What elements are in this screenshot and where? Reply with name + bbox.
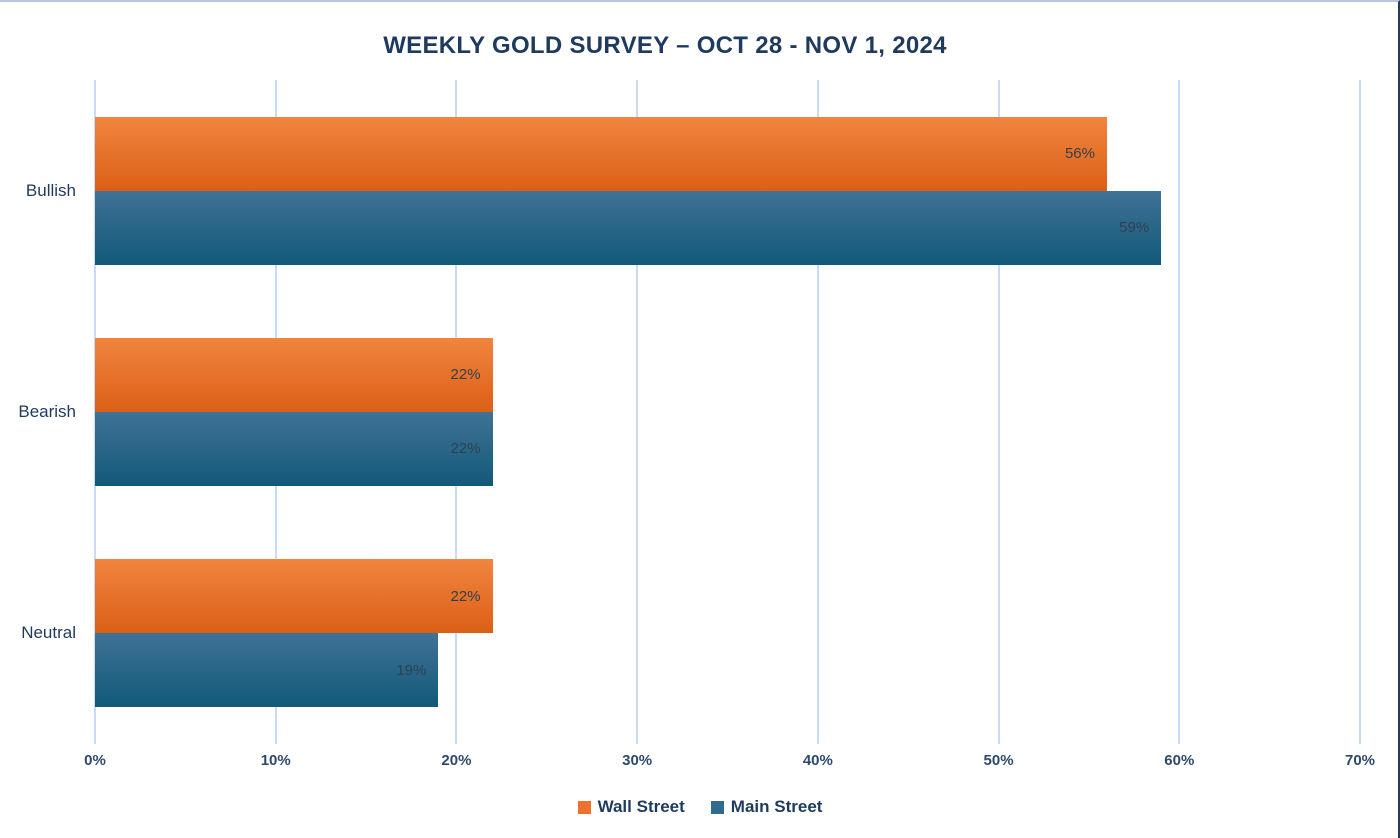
x-tick-label-0-: 0% xyxy=(84,752,106,769)
legend-item-wall-street: Wall Street xyxy=(577,797,685,817)
bar-value-label: 19% xyxy=(396,661,427,679)
x-tick-label-50-: 50% xyxy=(983,752,1014,769)
bar-value-label: 22% xyxy=(450,366,481,384)
x-tick-label-70-: 70% xyxy=(1344,752,1376,769)
bar-value-label: 22% xyxy=(450,440,481,458)
bar-wall-street-bearish: 22% xyxy=(95,337,493,412)
gridline-60- xyxy=(1178,80,1181,744)
plot-area: 56% 59% 22% 22% 22% 19% xyxy=(94,80,1361,744)
x-tick-label-30-: 30% xyxy=(622,752,653,769)
bar-group-bullish: 56% 59% xyxy=(95,80,1360,301)
legend-item-main-street: Main Street xyxy=(710,797,823,817)
category-label-neutral: Neutral xyxy=(21,623,76,643)
x-axis: 0% 10% 20% 30% 40% 50% 60% 70% xyxy=(84,752,1375,774)
legend-label-wall-street: Wall Street xyxy=(597,797,685,816)
gridline-40- xyxy=(816,80,819,744)
bar-value-label: 59% xyxy=(1119,219,1150,237)
gridline-30- xyxy=(636,80,639,744)
x-tick-label-40-: 40% xyxy=(802,752,833,769)
legend-swatch-wall-street xyxy=(577,800,591,814)
category-label-bearish: Bearish xyxy=(18,402,76,421)
x-tick-label-20-: 20% xyxy=(441,752,472,769)
bar-group-neutral: 22% 19% xyxy=(95,523,1360,744)
legend-label-main-street: Main Street xyxy=(730,797,823,816)
bar-value-label: 22% xyxy=(450,587,481,605)
legend-swatch-main-street xyxy=(710,800,724,814)
bar-main-street-bearish: 22% xyxy=(95,411,493,486)
gridline-70- xyxy=(1359,80,1361,744)
x-tick-label-10-: 10% xyxy=(260,752,291,769)
bar-group-bearish: 22% 22% xyxy=(95,301,1360,522)
x-tick-label-60-: 60% xyxy=(1164,752,1195,769)
bar-main-street-neutral: 19% xyxy=(95,633,439,708)
bar-value-label: 56% xyxy=(1064,145,1095,163)
bar-wall-street-bullish: 56% xyxy=(95,116,1107,191)
bar-main-street-bullish: 59% xyxy=(95,190,1162,265)
chart-title: WEEKLY GOLD SURVEY – OCT 28 - NOV 1, 202… xyxy=(383,32,947,59)
category-label-bullish: Bullish xyxy=(25,180,76,200)
gridline-50- xyxy=(997,80,1000,744)
legend: Wall Street Main Street xyxy=(0,797,1398,817)
category-axis: Bullish Bearish Neutral xyxy=(0,80,76,744)
bar-wall-street-neutral: 22% xyxy=(95,559,493,634)
